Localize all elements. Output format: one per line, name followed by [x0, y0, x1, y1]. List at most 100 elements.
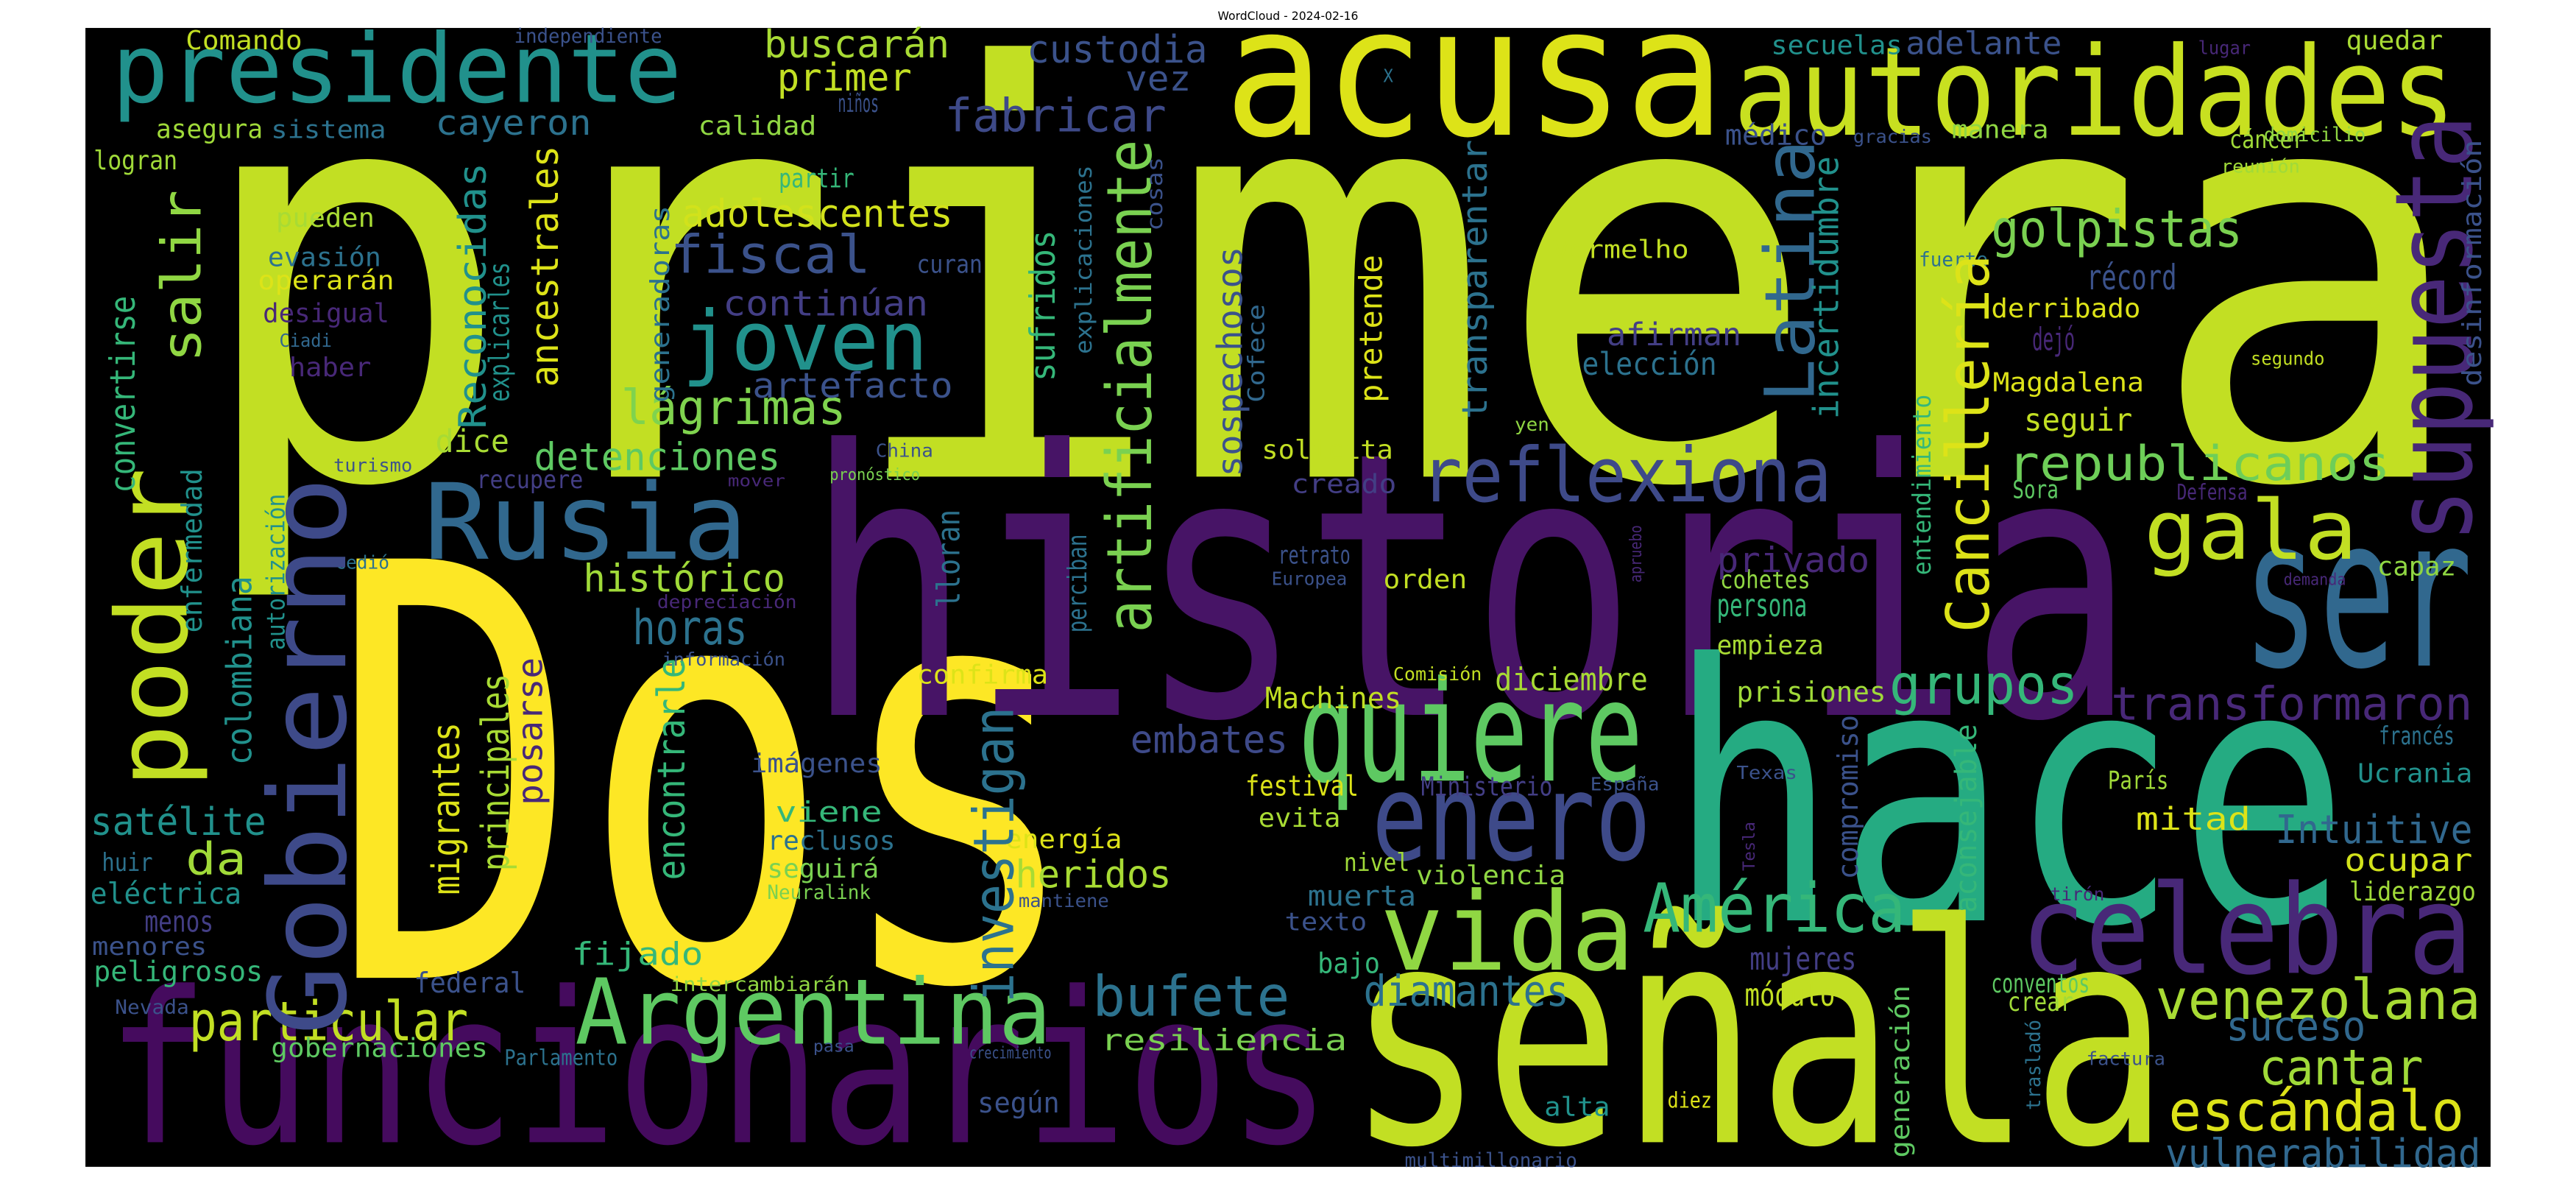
word: multimillonario: [1404, 1149, 1577, 1172]
word: diez: [1668, 1087, 1712, 1112]
word: ancestrales: [523, 146, 567, 387]
word: Tesla: [1740, 822, 1759, 871]
word: resiliencia: [1101, 1023, 1348, 1057]
word: fuerte: [1919, 249, 1988, 272]
word: alta: [1544, 1093, 1610, 1123]
word: Parlamento: [504, 1045, 618, 1070]
word: quiere: [1298, 651, 1643, 814]
word: encontrarle: [650, 658, 694, 880]
word: imágenes: [751, 749, 882, 779]
word: embates: [1130, 718, 1288, 762]
word: turismo: [333, 455, 412, 476]
word: liderazgo: [2349, 877, 2476, 907]
word: capaz: [2377, 551, 2456, 582]
word: factura: [2087, 1048, 2165, 1069]
word: cohetes: [1720, 565, 1811, 594]
word: diciembre: [1495, 663, 1648, 699]
word: enero: [1372, 749, 1651, 888]
word: creado: [1291, 470, 1396, 500]
word: transformaron: [2111, 677, 2472, 731]
word: seguirá: [767, 854, 879, 884]
word: buscarán: [764, 23, 949, 67]
chart-title: WordCloud - 2024-02-16: [1218, 10, 1359, 23]
word: Defensa: [2177, 480, 2248, 505]
word: confirma: [917, 660, 1049, 691]
word: presidente: [112, 13, 682, 124]
word: cosas: [1142, 157, 1167, 230]
word: demanda: [2284, 571, 2346, 590]
word: Reconocidas: [451, 163, 495, 429]
word: festival: [1245, 769, 1359, 802]
word: evita: [1259, 803, 1341, 833]
word: migrantes: [425, 722, 469, 895]
word: pretende: [1354, 255, 1390, 403]
word: China: [876, 440, 933, 462]
word: lugar: [2198, 38, 2251, 59]
word: tirón: [2050, 884, 2105, 905]
word: Magdalena: [1993, 367, 2144, 398]
word: lágrimas: [621, 381, 846, 436]
word: fijado: [572, 937, 704, 973]
word: investigan: [961, 707, 1026, 1003]
word: Rusia: [424, 461, 748, 584]
word: vida: [1380, 869, 1635, 995]
word: eléctrica: [91, 878, 241, 911]
word: golpistas: [1991, 200, 2243, 259]
word: vulnerabilidad: [2165, 1130, 2481, 1177]
word: particular: [189, 991, 468, 1054]
word: trasladó: [2023, 1020, 2045, 1110]
word: cayeron: [436, 103, 592, 144]
word: Cancillería: [1933, 255, 2003, 632]
word: intercambiarán: [670, 973, 849, 996]
word: récord: [2087, 258, 2177, 298]
word: recupere: [476, 465, 583, 494]
word: autorización: [262, 494, 291, 650]
word: dejó: [2032, 322, 2075, 358]
word: pueden: [276, 203, 375, 233]
word: sospechosos: [1210, 247, 1250, 477]
word: Comando: [185, 26, 302, 56]
word: celebra: [2021, 859, 2473, 1002]
word: joven: [682, 294, 928, 389]
word: gala: [2144, 483, 2357, 579]
word: logran: [93, 146, 177, 176]
word: España: [1590, 774, 1660, 795]
word: secuelas: [1771, 31, 1903, 61]
word: explicarles: [484, 262, 516, 402]
word: colombiana: [219, 576, 260, 765]
word: posarse: [510, 657, 551, 805]
word: adolescentes: [682, 192, 952, 236]
word: señala: [1347, 861, 2168, 1178]
word: cáncer: [2229, 125, 2305, 154]
word: francés: [2379, 722, 2455, 750]
word: Intuitive: [2276, 806, 2473, 853]
word: mitad: [2136, 802, 2251, 838]
word: hace: [1668, 590, 2349, 1005]
word: niños: [838, 89, 879, 118]
word: continúan: [723, 284, 928, 325]
word: evasión: [268, 243, 381, 273]
word: Machines: [1265, 682, 1401, 716]
word: partir: [779, 163, 854, 194]
word: Ministerio: [1421, 772, 1553, 802]
word: artefacto: [752, 366, 952, 406]
word: fabricar: [944, 89, 1166, 143]
word: Cofece: [1244, 304, 1270, 403]
word: según: [977, 1087, 1060, 1119]
word: gobernaciones: [271, 1033, 488, 1063]
word: ocupar: [2344, 843, 2472, 879]
word: custodia: [1027, 28, 1208, 72]
word: empieza: [1717, 630, 1824, 660]
word: da: [185, 834, 247, 886]
word: solicita: [1262, 435, 1393, 465]
word: domicilio: [2264, 124, 2366, 147]
plot-background: [85, 27, 2491, 1167]
word: independiente: [514, 25, 662, 48]
word: autoridades: [1733, 21, 2456, 164]
word: orden: [1383, 565, 1467, 595]
word: pronóstico: [829, 465, 920, 484]
word: nivel: [1344, 848, 1409, 877]
word: Texas: [1736, 762, 1797, 783]
